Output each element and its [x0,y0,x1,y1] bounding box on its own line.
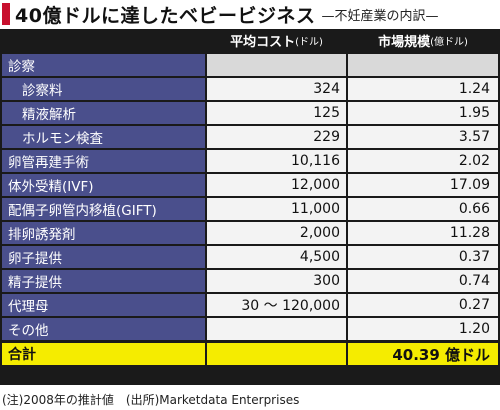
row-label: 精子提供 [2,270,205,292]
row-size: 1.20 [348,318,498,340]
table-row: 診察 [0,54,500,76]
row-size: 0.66 [348,198,498,220]
row-size: 1.95 [348,102,498,124]
row-label: 診察料 [16,78,205,100]
row-cost: 30 ～ 120,000 [207,294,346,316]
row-label: 配偶子卵管内移植(GIFT) [2,198,205,220]
row-size [348,54,498,76]
total-size: 40.39 億ドル [348,343,498,365]
row-size: 1.24 [348,78,498,100]
row-label: 排卵誘発剤 [2,222,205,244]
row-size: 11.28 [348,222,498,244]
row-label: 卵管再建手術 [2,150,205,172]
title-marker [2,3,10,25]
row-label: 体外受精(IVF) [2,174,205,196]
total-cost [207,343,346,365]
table-row: ホルモン検査 229 3.57 [0,126,500,148]
row-indent [2,102,16,124]
title-bar: 40億ドルに達したベビービジネス —不妊産業の内訳— [0,0,500,28]
row-size: 2.02 [348,150,498,172]
data-table: 平均コスト (ドル) 市場規模 (億ドル) 診察 診察料 324 1.24 精液解析 125 1… [0,29,500,385]
table-row: 卵管再建手術 10,116 2.02 [0,150,500,172]
row-indent [2,78,16,100]
row-size: 0.74 [348,270,498,292]
row-size: 0.27 [348,294,498,316]
row-cost: 2,000 [207,222,346,244]
header-size-unit: (億ドル) [430,37,468,48]
header-size: 市場規模 (億ドル) [348,29,498,52]
page-title: 40億ドルに達したベビービジネス [15,4,316,27]
row-label: 代理母 [2,294,205,316]
row-cost [207,318,346,340]
row-label: その他 [2,318,205,340]
footnote: (注)2008年の推計値 (出所)Marketdata Enterprises [2,393,300,407]
row-label: ホルモン検査 [16,126,205,148]
row-cost [207,54,346,76]
header-cost-unit: (ドル) [295,37,323,48]
row-size: 17.09 [348,174,498,196]
table-header: 平均コスト (ドル) 市場規模 (億ドル) [0,29,500,52]
row-cost: 4,500 [207,246,346,268]
row-cost: 12,000 [207,174,346,196]
row-cost: 324 [207,78,346,100]
row-label: 診察 [2,54,205,76]
row-label: 精液解析 [16,102,205,124]
row-cost: 11,000 [207,198,346,220]
total-label: 合計 [2,343,205,365]
table-row: 診察料 324 1.24 [0,78,500,100]
total-row: 合計 40.39 億ドル [0,343,500,365]
table-row: 配偶子卵管内移植(GIFT) 11,000 0.66 [0,198,500,220]
table-row: 代理母 30 ～ 120,000 0.27 [0,294,500,316]
row-cost: 229 [207,126,346,148]
table-row: 精子提供 300 0.74 [0,270,500,292]
header-cost-label: 平均コスト [230,35,296,50]
row-cost: 125 [207,102,346,124]
table-row: 体外受精(IVF) 12,000 17.09 [0,174,500,196]
table-row: 精液解析 125 1.95 [0,102,500,124]
header-cost: 平均コスト (ドル) [207,29,346,52]
row-label: 卵子提供 [2,246,205,268]
page-subtitle: —不妊産業の内訳— [321,8,439,24]
row-size: 0.37 [348,246,498,268]
row-indent [2,126,16,148]
table-row: 卵子提供 4,500 0.37 [0,246,500,268]
table-row: 排卵誘発剤 2,000 11.28 [0,222,500,244]
header-label-cell [2,29,205,52]
row-size: 3.57 [348,126,498,148]
row-cost: 300 [207,270,346,292]
row-cost: 10,116 [207,150,346,172]
table-row: その他 1.20 [0,318,500,340]
header-size-label: 市場規模 [378,35,431,50]
